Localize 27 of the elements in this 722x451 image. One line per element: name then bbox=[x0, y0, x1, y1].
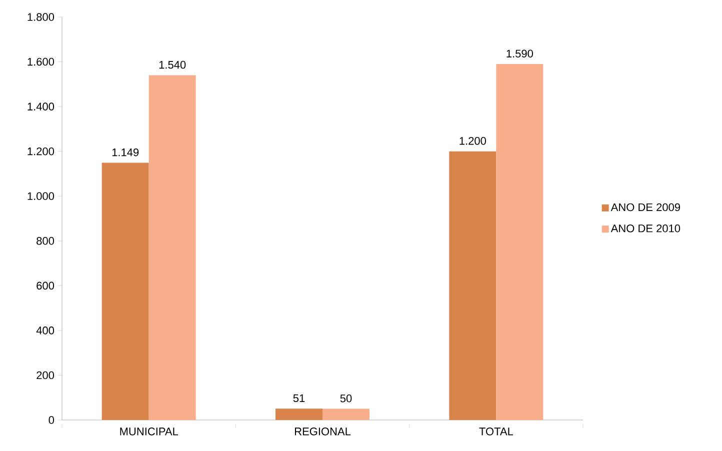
data-label: 1.590 bbox=[506, 50, 533, 58]
y-tick-label: 400 bbox=[36, 326, 54, 334]
y-tick-label: 200 bbox=[36, 371, 54, 380]
y-tick-label: 1.800 bbox=[28, 13, 54, 21]
y-tick-label: 1.000 bbox=[28, 192, 54, 200]
data-label: 50 bbox=[340, 394, 352, 402]
y-tick-label: 600 bbox=[36, 282, 54, 290]
y-tick-label: 0 bbox=[48, 416, 54, 424]
bar bbox=[322, 408, 370, 420]
legend-label: ANO DE 2009 bbox=[610, 203, 680, 212]
y-tick-label: 1.200 bbox=[28, 147, 54, 156]
legend-label: ANO DE 2010 bbox=[610, 224, 680, 232]
bar bbox=[496, 64, 544, 420]
bar bbox=[102, 162, 149, 420]
bar bbox=[148, 75, 196, 420]
bar bbox=[449, 151, 496, 420]
y-tick-label: 1.400 bbox=[28, 102, 54, 110]
data-label: 1.149 bbox=[112, 148, 139, 156]
x-tick-label: TOTAL bbox=[479, 428, 514, 436]
bar bbox=[276, 408, 323, 420]
data-label: 51 bbox=[293, 394, 305, 402]
x-tick-label: REGIONAL bbox=[294, 428, 351, 436]
data-label: 1.540 bbox=[159, 60, 186, 69]
y-tick-label: 800 bbox=[36, 237, 54, 245]
x-tick-label: MUNICIPAL bbox=[120, 428, 178, 436]
y-tick-label: 1.600 bbox=[28, 58, 54, 66]
data-label: 1.200 bbox=[460, 137, 486, 145]
